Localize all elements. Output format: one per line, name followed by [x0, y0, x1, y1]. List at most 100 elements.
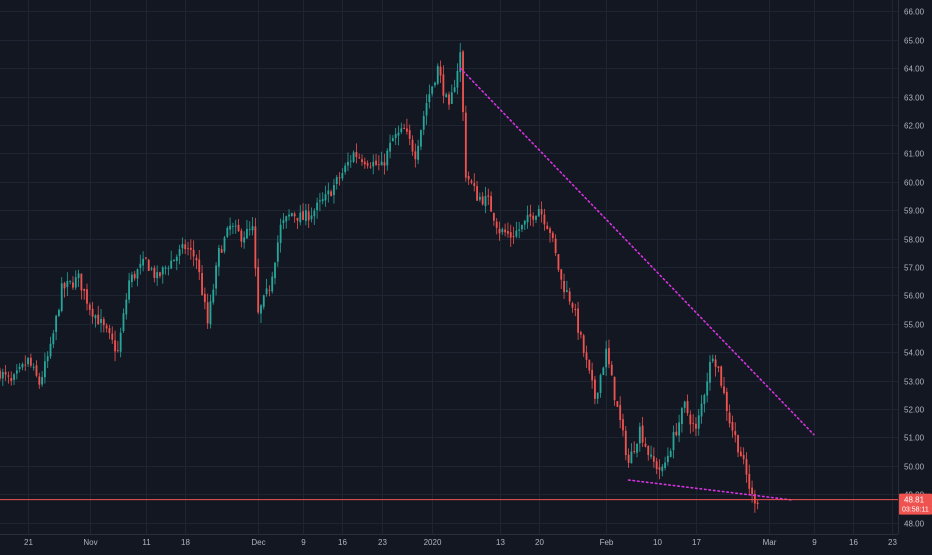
candle-body [487, 195, 490, 197]
candle-body [681, 408, 683, 425]
candle-body [173, 259, 175, 262]
y-tick-label: 64.00 [904, 65, 925, 74]
candle-body [327, 190, 330, 195]
candle-body [717, 366, 720, 369]
candle-body [102, 319, 105, 326]
candle-body [1, 372, 4, 379]
candle-body [145, 257, 147, 259]
candle-body [170, 260, 173, 269]
candle-body [49, 343, 52, 357]
candle-body [372, 161, 375, 167]
candle-body [428, 94, 431, 102]
candle-body [240, 230, 243, 242]
candle-body [557, 254, 560, 270]
candle-body [347, 161, 349, 166]
candle-body [616, 401, 619, 407]
candle-body [695, 423, 697, 429]
x-tick-label: 16 [849, 538, 858, 547]
trendline-drawings[interactable] [459, 67, 815, 501]
candle-body [751, 487, 753, 495]
x-tick-label: 18 [181, 538, 190, 547]
y-tick-label: 61.00 [904, 150, 925, 159]
candle-body [692, 423, 695, 424]
x-tick-label: 23 [888, 538, 897, 547]
time-axis[interactable]: 21 Nov 11 18 Dec 9 16 23 2020 13 20 Feb 10 17 Mar 9 16 23 [0, 534, 898, 550]
candle-body [60, 283, 63, 311]
candle-body [206, 302, 209, 324]
y-tick-label: 62.00 [904, 122, 925, 131]
candle-body [563, 280, 565, 293]
candle-body [714, 359, 717, 367]
candle-body [215, 265, 217, 289]
candle-body [509, 232, 512, 238]
candle-body [366, 163, 369, 166]
candle-body [55, 315, 58, 333]
candle-body [709, 361, 711, 383]
candle-body [29, 357, 32, 366]
candle-body [262, 295, 265, 307]
candle-body [731, 421, 734, 431]
candle-body [742, 454, 745, 460]
candle-body [498, 228, 501, 234]
bar-countdown-label: 03:58:11 [902, 507, 929, 514]
x-tick-label: 13 [496, 538, 505, 547]
candle-body [380, 161, 383, 166]
candle-body [459, 52, 462, 73]
candle-body [389, 142, 391, 152]
candle-body [706, 381, 709, 396]
candle-body [220, 249, 223, 253]
candle-body [38, 376, 41, 385]
candle-body [734, 431, 737, 436]
candle-body [100, 318, 102, 324]
candle-body [554, 238, 557, 254]
candle-body [739, 451, 742, 457]
candle-body [254, 226, 257, 269]
candle-body [201, 273, 203, 295]
candle-body [476, 186, 478, 201]
candle-body [403, 128, 406, 129]
candle-body [150, 268, 153, 270]
candle-body [302, 211, 304, 220]
candle-body [133, 273, 136, 279]
candle-body [417, 145, 420, 160]
candle-body [246, 228, 248, 239]
candle-body [355, 152, 358, 157]
candle-body [35, 365, 38, 376]
candle-body [422, 115, 425, 130]
candle-body [450, 92, 453, 104]
candle-body [119, 332, 122, 352]
x-tick-label: 2020 [424, 538, 442, 547]
candle-body [697, 415, 700, 429]
y-tick-label: 63.00 [904, 94, 925, 103]
x-tick-label: 23 [378, 538, 387, 547]
candle-body [24, 364, 27, 366]
candle-body [588, 359, 591, 371]
x-tick-label: 20 [535, 538, 544, 547]
y-tick-label: 55.00 [904, 321, 925, 330]
candle-body [414, 151, 417, 160]
candle-body [375, 160, 377, 165]
candle-body [627, 454, 630, 463]
grid-lines [0, 0, 898, 534]
price-axis[interactable]: 48.0049.0050.0051.0052.0053.0054.0055.00… [898, 0, 932, 550]
y-tick-label: 56.00 [904, 292, 925, 301]
candle-body [178, 249, 181, 256]
candle-body [237, 224, 240, 232]
candle-body [268, 289, 271, 291]
candle-body [167, 268, 170, 270]
candle-body [582, 335, 585, 353]
candle-body [307, 211, 310, 221]
candle-body [753, 493, 756, 504]
candle-body [114, 340, 116, 352]
candle-body [464, 112, 467, 178]
candle-body [335, 177, 338, 184]
candle-body [669, 450, 672, 457]
last-price-badge [899, 493, 932, 515]
candle-body [7, 375, 10, 377]
y-tick-label: 65.00 [904, 37, 925, 46]
x-tick-label: Dec [251, 538, 265, 547]
y-tick-label: 58.00 [904, 236, 925, 245]
candle-body [523, 220, 526, 225]
